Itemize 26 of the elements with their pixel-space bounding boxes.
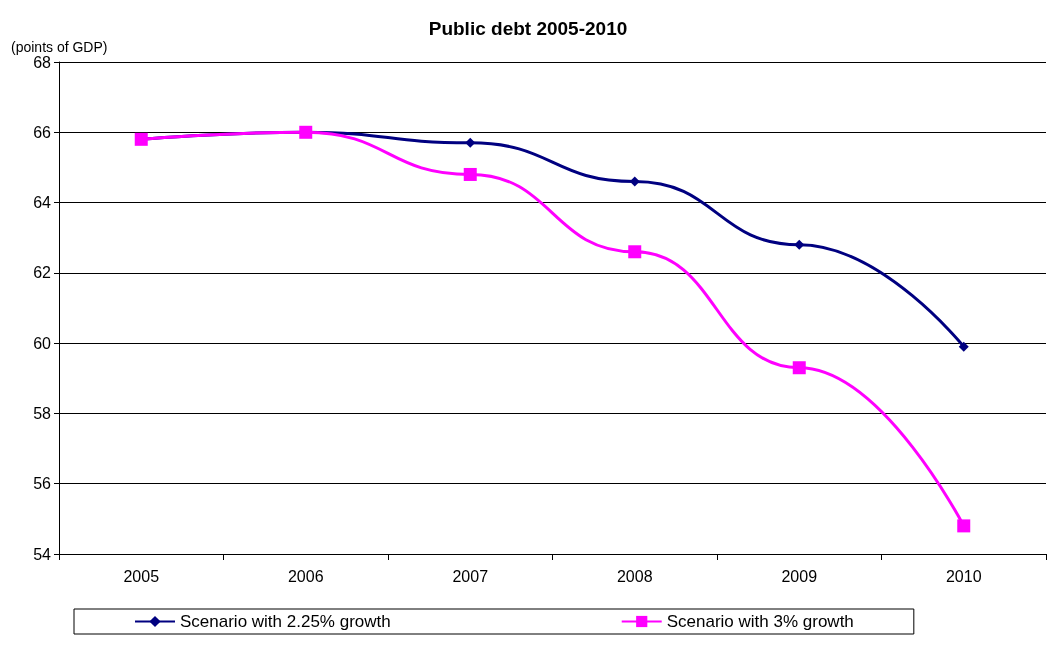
- x-tick-label: 2007: [452, 567, 489, 585]
- y-axis-title: (points of GDP): [11, 39, 108, 55]
- legend-label: Scenario with 3% growth: [666, 612, 854, 631]
- x-tick-label: 2010: [945, 567, 982, 585]
- point: [465, 137, 476, 148]
- x-tick-label: 2009: [781, 567, 818, 585]
- y-tick-label: 58: [33, 404, 52, 422]
- y-tick-label: 56: [33, 475, 52, 493]
- point: [792, 361, 806, 375]
- point: [629, 176, 640, 187]
- point: [957, 519, 971, 533]
- point: [958, 341, 969, 352]
- x-tick-label: 2005: [123, 567, 160, 585]
- x-tick-label: 2008: [616, 567, 653, 585]
- y-tick-label: 68: [33, 53, 52, 71]
- y-tick-label: 64: [33, 194, 52, 212]
- x-tick-label: 2006: [287, 567, 324, 585]
- legend-label: Scenario with 2.25% growth: [180, 612, 391, 631]
- y-tick-label: 66: [33, 123, 52, 141]
- point: [628, 245, 642, 259]
- y-tick-label: 62: [33, 264, 52, 282]
- point: [463, 167, 477, 181]
- y-tick-label: 54: [33, 545, 52, 563]
- y-tick-label: 60: [33, 334, 52, 352]
- chart-title: Public debt 2005-2010: [428, 18, 628, 39]
- point: [794, 239, 805, 250]
